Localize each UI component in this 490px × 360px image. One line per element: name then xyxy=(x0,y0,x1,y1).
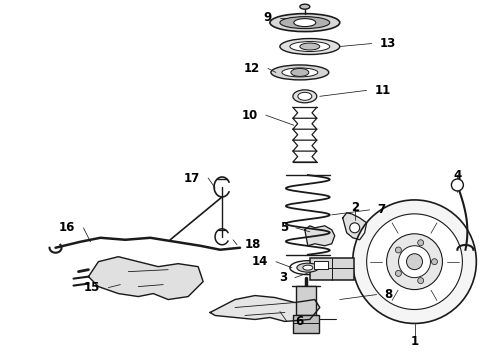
Text: 14: 14 xyxy=(251,255,268,268)
Circle shape xyxy=(387,234,442,289)
Circle shape xyxy=(353,200,476,323)
Ellipse shape xyxy=(293,90,317,103)
Text: 2: 2 xyxy=(351,201,359,215)
Text: 5: 5 xyxy=(280,221,288,234)
FancyBboxPatch shape xyxy=(293,315,319,333)
Ellipse shape xyxy=(290,261,326,275)
Circle shape xyxy=(417,278,424,284)
Text: 1: 1 xyxy=(411,335,418,348)
Text: 15: 15 xyxy=(84,281,100,294)
Ellipse shape xyxy=(300,4,310,9)
Ellipse shape xyxy=(280,17,330,28)
Polygon shape xyxy=(89,257,203,300)
Circle shape xyxy=(395,247,401,253)
Polygon shape xyxy=(305,226,335,246)
Circle shape xyxy=(398,246,431,278)
Ellipse shape xyxy=(282,68,318,77)
FancyBboxPatch shape xyxy=(314,261,328,269)
Circle shape xyxy=(451,179,464,191)
Ellipse shape xyxy=(280,39,340,54)
Ellipse shape xyxy=(297,263,319,272)
Ellipse shape xyxy=(298,92,312,100)
Text: 16: 16 xyxy=(59,221,75,234)
FancyBboxPatch shape xyxy=(296,285,316,315)
Ellipse shape xyxy=(271,65,329,80)
Text: 8: 8 xyxy=(385,288,393,301)
Text: 12: 12 xyxy=(244,62,260,75)
Circle shape xyxy=(367,214,463,310)
Ellipse shape xyxy=(300,43,320,50)
Text: 17: 17 xyxy=(184,171,200,185)
Text: 9: 9 xyxy=(264,11,272,24)
Text: 18: 18 xyxy=(245,238,261,251)
Text: 3: 3 xyxy=(279,271,287,284)
Circle shape xyxy=(407,254,422,270)
Ellipse shape xyxy=(290,41,330,51)
Circle shape xyxy=(395,270,401,276)
Text: 7: 7 xyxy=(378,203,386,216)
Ellipse shape xyxy=(270,14,340,32)
Polygon shape xyxy=(343,213,367,240)
Text: 13: 13 xyxy=(380,37,396,50)
Circle shape xyxy=(417,240,424,246)
FancyBboxPatch shape xyxy=(310,258,354,280)
Text: 6: 6 xyxy=(295,315,303,328)
Circle shape xyxy=(432,259,438,265)
Ellipse shape xyxy=(294,19,316,27)
Text: 4: 4 xyxy=(453,168,462,181)
Circle shape xyxy=(350,223,360,233)
Text: 11: 11 xyxy=(375,84,391,97)
Text: 10: 10 xyxy=(242,109,258,122)
Ellipse shape xyxy=(291,68,309,76)
Polygon shape xyxy=(210,296,320,321)
Ellipse shape xyxy=(303,265,313,270)
